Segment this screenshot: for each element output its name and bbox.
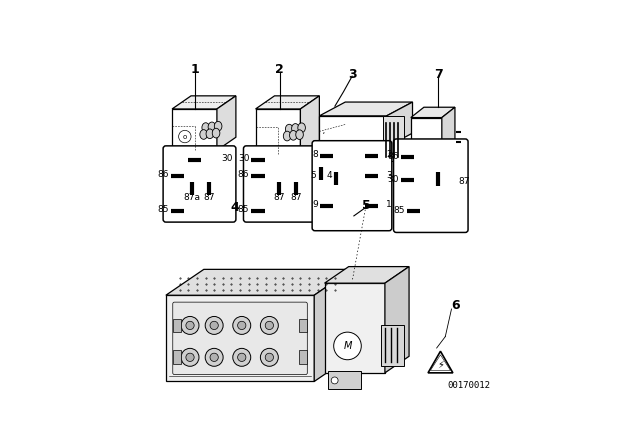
- Ellipse shape: [214, 121, 222, 131]
- Polygon shape: [385, 267, 409, 373]
- Text: 5: 5: [362, 199, 371, 212]
- Text: 30: 30: [221, 154, 233, 163]
- Text: 4: 4: [327, 171, 333, 180]
- Text: 00170012: 00170012: [447, 381, 490, 390]
- Circle shape: [181, 316, 199, 334]
- FancyBboxPatch shape: [312, 141, 392, 231]
- Text: 85: 85: [157, 205, 168, 214]
- Polygon shape: [411, 107, 455, 117]
- Circle shape: [260, 349, 278, 366]
- Bar: [328, 371, 361, 389]
- Ellipse shape: [208, 122, 216, 132]
- Bar: [173, 319, 181, 332]
- Circle shape: [205, 349, 223, 366]
- Bar: [324, 283, 385, 373]
- Polygon shape: [387, 102, 413, 147]
- Text: 4: 4: [230, 201, 239, 214]
- Text: 30: 30: [238, 154, 250, 163]
- Text: 87: 87: [291, 193, 302, 202]
- Text: 85: 85: [394, 206, 405, 215]
- Circle shape: [237, 321, 246, 330]
- Circle shape: [186, 353, 194, 362]
- FancyBboxPatch shape: [243, 146, 316, 222]
- Text: 3: 3: [386, 171, 392, 180]
- Bar: [166, 295, 314, 382]
- Text: 3: 3: [348, 68, 356, 81]
- Circle shape: [333, 332, 362, 360]
- Text: 30: 30: [388, 175, 399, 184]
- Circle shape: [265, 321, 273, 330]
- Polygon shape: [166, 269, 352, 295]
- Text: 6: 6: [451, 299, 460, 312]
- Text: 87: 87: [458, 177, 470, 186]
- Ellipse shape: [292, 124, 299, 133]
- Text: ⚡: ⚡: [437, 360, 444, 370]
- Text: M: M: [343, 341, 351, 351]
- Text: 85: 85: [238, 205, 250, 214]
- Circle shape: [260, 316, 278, 334]
- FancyBboxPatch shape: [163, 146, 236, 222]
- Text: 9: 9: [312, 200, 317, 209]
- Bar: [299, 319, 307, 332]
- Circle shape: [331, 377, 338, 384]
- Circle shape: [205, 316, 223, 334]
- Bar: [383, 116, 404, 161]
- Polygon shape: [255, 96, 319, 109]
- Circle shape: [233, 349, 251, 366]
- Text: 1: 1: [191, 63, 200, 76]
- Ellipse shape: [200, 129, 207, 139]
- Text: 8: 8: [312, 150, 317, 159]
- Text: 86: 86: [238, 170, 250, 179]
- Bar: [299, 350, 307, 364]
- Polygon shape: [172, 96, 236, 109]
- Polygon shape: [319, 102, 413, 116]
- Text: 86: 86: [388, 152, 399, 161]
- Bar: [411, 117, 442, 151]
- Polygon shape: [324, 267, 409, 283]
- Text: 87: 87: [204, 193, 215, 202]
- Ellipse shape: [285, 124, 293, 134]
- Bar: [255, 109, 300, 154]
- FancyBboxPatch shape: [394, 139, 468, 233]
- Ellipse shape: [296, 130, 303, 139]
- Circle shape: [210, 321, 218, 330]
- Text: o: o: [182, 134, 187, 139]
- Text: 2: 2: [275, 63, 284, 76]
- Text: 5: 5: [310, 171, 316, 180]
- Ellipse shape: [289, 130, 297, 140]
- Polygon shape: [442, 107, 455, 151]
- Text: 86: 86: [157, 170, 168, 179]
- Ellipse shape: [206, 129, 214, 138]
- Text: 87a: 87a: [183, 193, 200, 202]
- Bar: [319, 116, 387, 147]
- Bar: [173, 350, 181, 364]
- Text: 2: 2: [386, 150, 392, 159]
- Circle shape: [186, 321, 194, 330]
- Text: 7: 7: [434, 68, 443, 81]
- Ellipse shape: [202, 123, 209, 133]
- Circle shape: [181, 349, 199, 366]
- Circle shape: [179, 130, 191, 143]
- Bar: [381, 324, 404, 366]
- Ellipse shape: [212, 128, 220, 138]
- Polygon shape: [314, 269, 352, 382]
- Bar: [172, 109, 217, 151]
- Ellipse shape: [298, 123, 305, 133]
- Polygon shape: [300, 96, 319, 154]
- Circle shape: [233, 316, 251, 334]
- FancyBboxPatch shape: [173, 302, 307, 375]
- Polygon shape: [217, 96, 236, 151]
- Circle shape: [237, 353, 246, 362]
- Text: 87: 87: [273, 193, 285, 202]
- Circle shape: [265, 353, 273, 362]
- Text: 1: 1: [386, 200, 392, 209]
- Circle shape: [210, 353, 218, 362]
- Ellipse shape: [284, 131, 291, 141]
- Polygon shape: [428, 351, 453, 373]
